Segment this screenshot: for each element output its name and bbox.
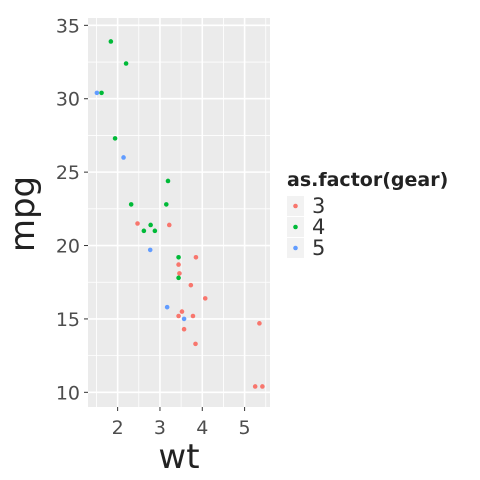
y-tick-label: 15 xyxy=(56,309,80,331)
legend-key-point xyxy=(293,245,298,251)
data-point-gear-4 xyxy=(128,202,134,207)
data-point-gear-3 xyxy=(181,326,187,332)
y-axis-ticks: 10 15 20 25 30 35 xyxy=(56,15,88,404)
data-point-gear-5 xyxy=(164,304,170,310)
data-point-gear-3 xyxy=(190,313,196,319)
data-point-gear-3 xyxy=(166,222,172,228)
data-point-gear-5 xyxy=(121,155,126,160)
data-point-gear-3 xyxy=(177,271,182,276)
data-point-gear-4 xyxy=(108,39,114,44)
data-point-gear-3 xyxy=(135,221,140,226)
data-point-gear-3 xyxy=(202,296,208,301)
data-point-gear-3 xyxy=(193,341,198,347)
data-point-gear-4 xyxy=(165,178,171,184)
y-tick-label: 10 xyxy=(56,382,80,404)
y-tick-label: 20 xyxy=(56,236,80,258)
plot-panel xyxy=(88,18,270,407)
y-tick-label: 35 xyxy=(56,15,80,37)
y-tick-label: 25 xyxy=(56,162,80,184)
y-axis-title: mpg xyxy=(3,176,43,252)
y-tick-label: 30 xyxy=(56,89,80,111)
data-point-gear-3 xyxy=(179,309,185,314)
data-point-gear-3 xyxy=(257,321,262,326)
data-point-gear-4 xyxy=(152,228,158,234)
data-point-gear-4 xyxy=(164,202,169,207)
data-point-gear-4 xyxy=(112,136,118,141)
x-tick-label: 3 xyxy=(154,417,166,439)
data-point-gear-3 xyxy=(188,282,194,288)
legend-title: as.factor(gear) xyxy=(287,169,448,191)
x-tick-label: 4 xyxy=(196,417,208,439)
data-point-gear-3 xyxy=(252,384,258,389)
x-tick-label: 5 xyxy=(239,417,251,439)
legend-key-point xyxy=(293,224,298,230)
legend-label: 4 xyxy=(312,215,325,239)
data-point-gear-4 xyxy=(148,222,153,228)
grid-major xyxy=(88,18,270,407)
data-point-gear-4 xyxy=(141,228,147,234)
legend-key-point xyxy=(293,203,298,209)
data-point-gear-4 xyxy=(176,275,181,281)
data-point-gear-3 xyxy=(260,384,265,389)
data-point-gear-5 xyxy=(181,316,187,322)
data-points xyxy=(94,39,265,389)
x-tick-label: 2 xyxy=(112,417,124,439)
x-axis-title: wt xyxy=(158,437,199,477)
legend-label: 3 xyxy=(312,194,325,218)
data-point-gear-5 xyxy=(147,247,153,253)
data-point-gear-3 xyxy=(176,262,181,267)
data-point-gear-5 xyxy=(94,90,100,96)
legend-items: 345 xyxy=(287,194,325,260)
x-axis-ticks: 2 3 4 5 xyxy=(112,407,251,439)
data-point-gear-4 xyxy=(99,90,104,96)
data-point-gear-4 xyxy=(176,254,181,260)
legend: as.factor(gear) 345 xyxy=(287,169,448,260)
data-point-gear-3 xyxy=(193,254,199,260)
data-point-gear-3 xyxy=(176,313,181,319)
legend-label: 5 xyxy=(312,236,325,260)
data-point-gear-4 xyxy=(123,61,129,66)
